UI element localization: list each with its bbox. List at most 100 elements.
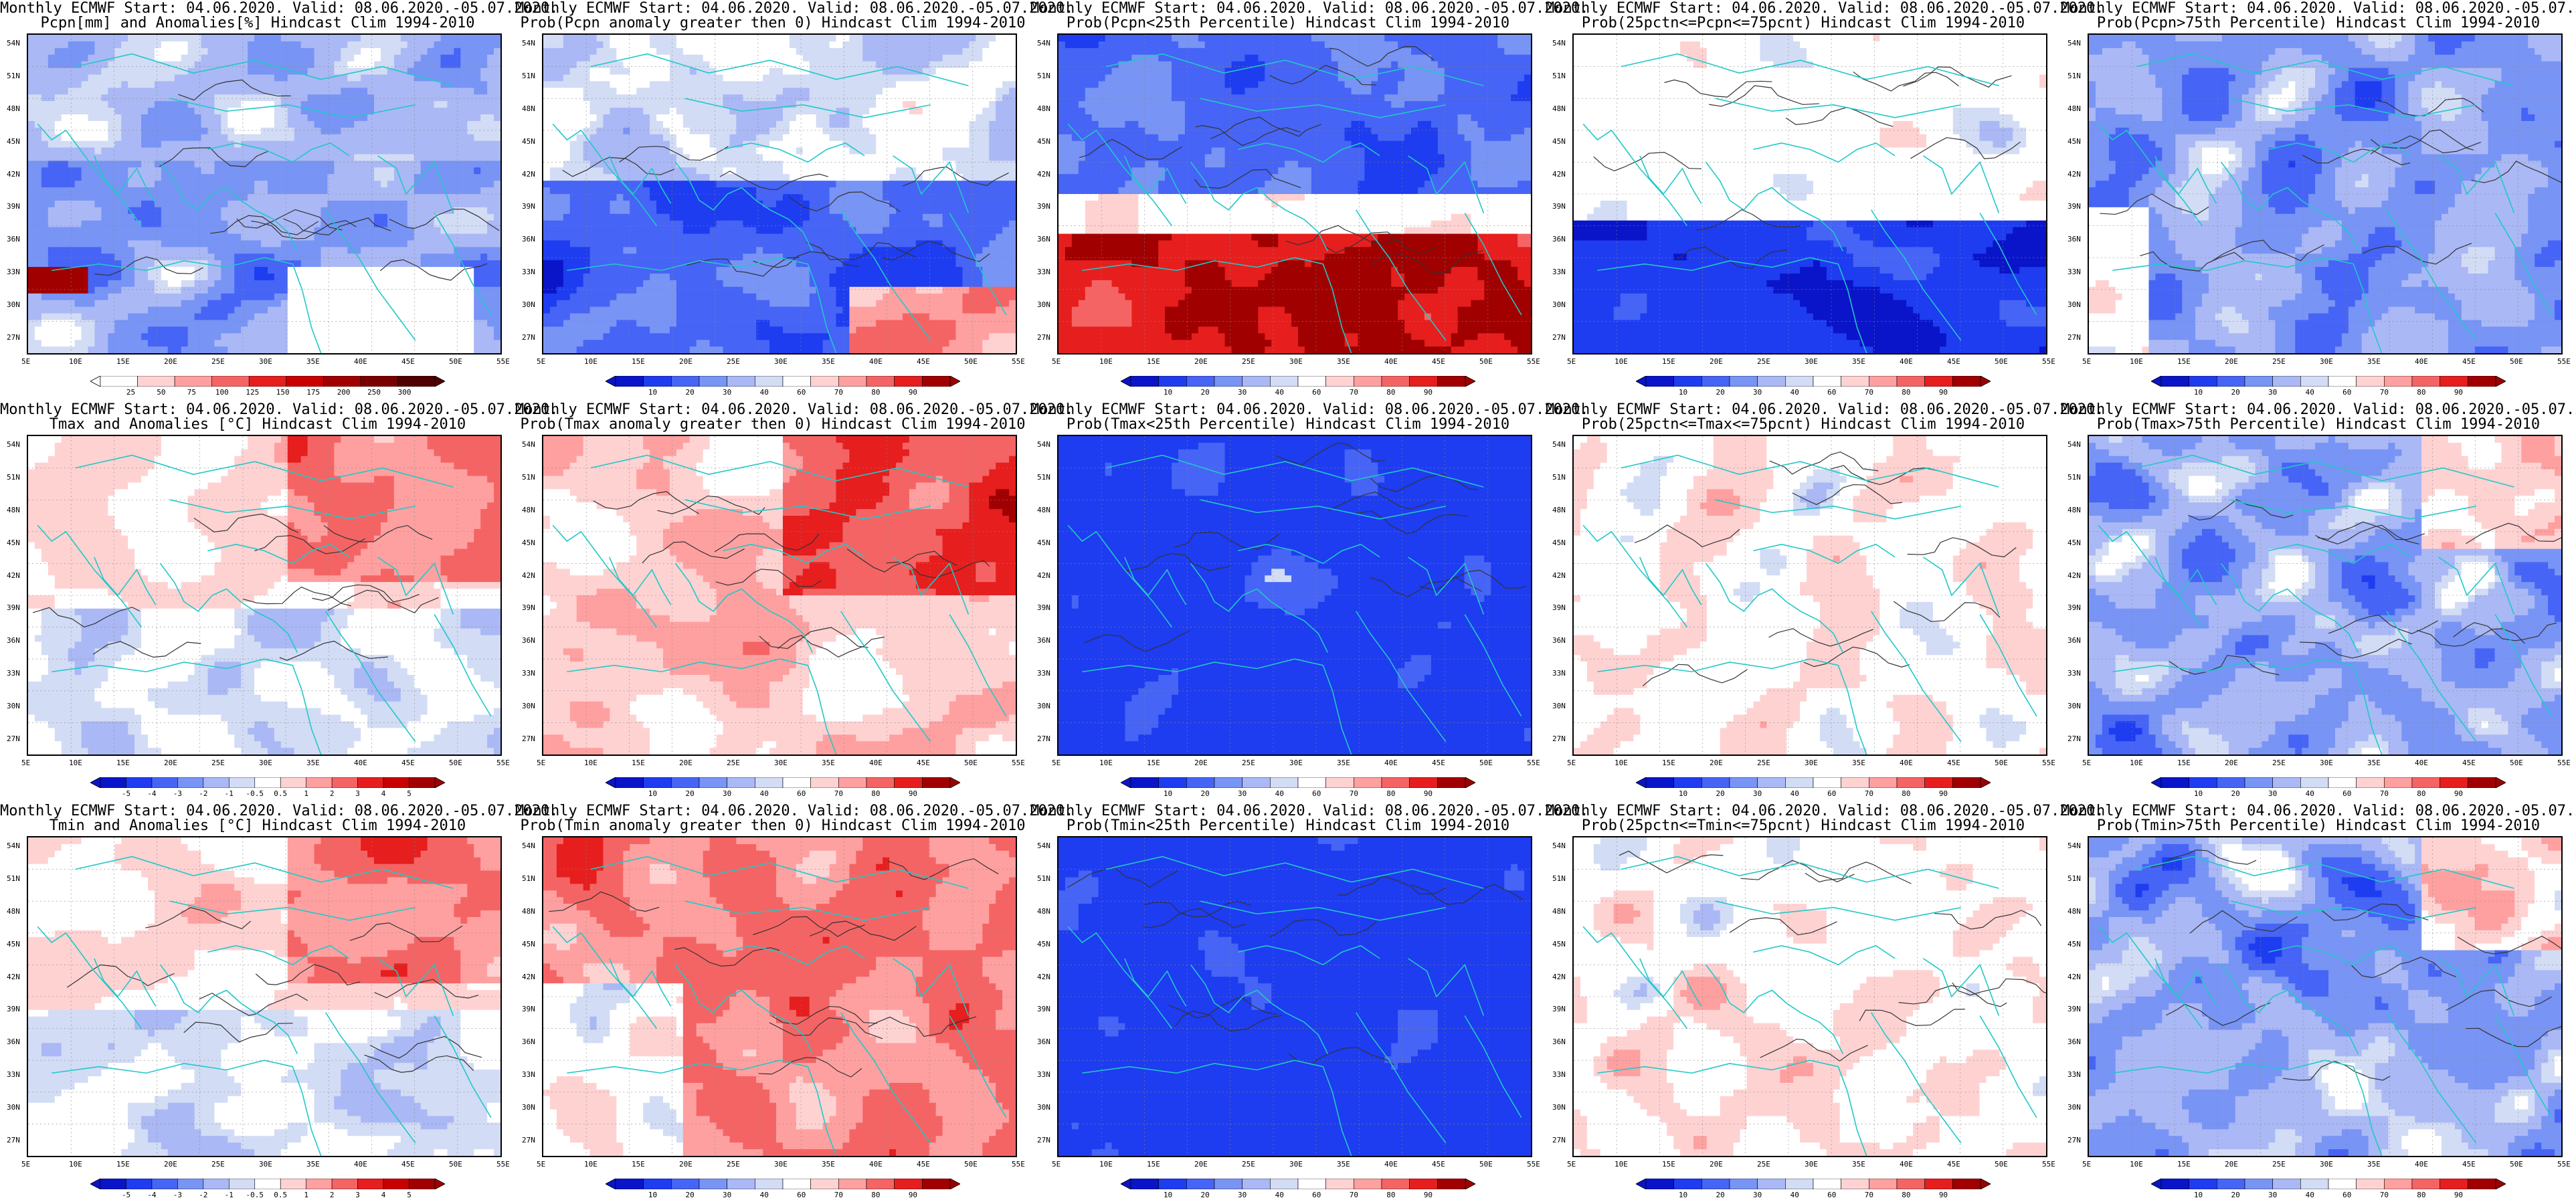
longitude-label: 15E xyxy=(632,1160,645,1169)
longitude-label: 10E xyxy=(1615,759,1628,767)
longitude-label: 50E xyxy=(1479,1160,1493,1169)
latitude-label: 48N xyxy=(1552,104,1566,113)
latitude-label: 48N xyxy=(522,506,535,514)
panel-title-line1: Monthly ECMWF Start: 04.06.2020. Valid: … xyxy=(1030,1,1588,16)
longitude-label: 5E xyxy=(1567,1160,1576,1169)
colorbar-label: 40 xyxy=(1275,789,1284,798)
longitude-label: 15E xyxy=(1662,357,1675,366)
latitude-label: 42N xyxy=(1037,571,1050,580)
longitude-label: 5E xyxy=(21,357,30,366)
longitude-label: 20E xyxy=(164,1160,177,1169)
colorbar-label: 60 xyxy=(797,1191,806,1199)
map-field xyxy=(543,837,1016,1156)
colorbar-label: 60 xyxy=(2342,1191,2351,1199)
latitude-label: 30N xyxy=(2067,702,2081,710)
longitude-label: 55E xyxy=(2042,357,2055,366)
longitude-label: 25E xyxy=(1242,1160,1255,1169)
colorbar-label: -2 xyxy=(199,789,207,798)
longitude-label: 50E xyxy=(2510,759,2523,767)
map-field xyxy=(1574,35,2046,353)
colorbar-label: 20 xyxy=(1200,1191,1209,1199)
longitude-label: 50E xyxy=(964,357,978,366)
colorbar-label: -1 xyxy=(225,1191,234,1199)
forecast-map xyxy=(1572,33,2047,355)
colorbar-label: 10 xyxy=(648,388,657,397)
colorbar xyxy=(1121,1179,1475,1189)
latitude-label: 39N xyxy=(522,1005,535,1013)
colorbar-label: 10 xyxy=(2194,388,2203,397)
colorbar-label: 70 xyxy=(834,1191,843,1199)
map-field xyxy=(2089,436,2561,755)
latitude-label: 33N xyxy=(7,268,20,276)
longitude-label: 45E xyxy=(917,1160,930,1169)
colorbar-label: 100 xyxy=(215,388,229,397)
latitude-label: 51N xyxy=(522,473,535,482)
longitude-label: 15E xyxy=(2177,357,2191,366)
map-panel: Monthly ECMWF Start: 04.06.2020. Valid: … xyxy=(2061,401,2576,803)
map-panel: Monthly ECMWF Start: 04.06.2020. Valid: … xyxy=(1030,803,1588,1204)
longitude-label: 15E xyxy=(632,357,645,366)
latitude-label: 45N xyxy=(1552,940,1566,948)
map-field xyxy=(543,436,1016,755)
colorbar xyxy=(90,1179,445,1189)
longitude-label: 5E xyxy=(21,1160,30,1169)
longitude-label: 50E xyxy=(2510,357,2523,366)
longitude-label: 15E xyxy=(116,1160,130,1169)
longitude-label: 50E xyxy=(1995,1160,2008,1169)
map-panel: Monthly ECMWF Start: 04.06.2020. Valid: … xyxy=(1546,401,2104,803)
longitude-label: 10E xyxy=(1615,357,1628,366)
panel-title-line2: Prob(25pctn<=Tmin<=75pcnt) Hindcast Clim… xyxy=(1546,819,2061,833)
forecast-map xyxy=(1057,435,1532,756)
longitude-label: 40E xyxy=(1384,357,1398,366)
latitude-label: 39N xyxy=(1037,1005,1050,1013)
latitude-label: 48N xyxy=(522,104,535,113)
longitude-label: 5E xyxy=(1052,759,1061,767)
colorbar-label: 30 xyxy=(1753,388,1762,397)
colorbar xyxy=(606,777,960,788)
longitude-label: 15E xyxy=(632,759,645,767)
colorbar-label: 10 xyxy=(1164,388,1172,397)
longitude-label: 45E xyxy=(1432,357,1445,366)
colorbar-label: 1 xyxy=(304,1191,308,1199)
colorbar-label: 40 xyxy=(760,789,769,798)
map-panel: Monthly ECMWF Start: 04.06.2020. Valid: … xyxy=(1030,0,1588,401)
latitude-label: 42N xyxy=(1552,973,1566,981)
colorbar-label: 70 xyxy=(2380,789,2389,798)
colorbar-label: 80 xyxy=(1902,1191,1910,1199)
latitude-label: 42N xyxy=(522,571,535,580)
map-panel: Monthly ECMWF Start: 04.06.2020. Valid: … xyxy=(0,401,558,803)
longitude-label: 30E xyxy=(2320,759,2333,767)
longitude-label: 30E xyxy=(2320,1160,2333,1169)
latitude-label: 30N xyxy=(1037,702,1050,710)
longitude-label: 5E xyxy=(537,357,545,366)
latitude-label: 33N xyxy=(1037,1070,1050,1079)
longitude-label: 30E xyxy=(259,357,272,366)
colorbar-label: 125 xyxy=(246,388,259,397)
colorbar-label: 2 xyxy=(330,1191,335,1199)
colorbar-label: 10 xyxy=(1679,388,1687,397)
longitude-label: 25E xyxy=(1242,357,1255,366)
forecast-map xyxy=(542,435,1017,756)
latitude-label: 39N xyxy=(1552,603,1566,612)
longitude-label: 55E xyxy=(2042,759,2055,767)
colorbar-label: 75 xyxy=(187,388,196,397)
longitude-label: 50E xyxy=(964,1160,978,1169)
longitude-label: 30E xyxy=(1289,1160,1303,1169)
longitude-label: 40E xyxy=(2415,1160,2428,1169)
latitude-label: 54N xyxy=(1037,841,1050,850)
latitude-label: 30N xyxy=(1037,1103,1050,1112)
longitude-label: 45E xyxy=(2462,759,2476,767)
latitude-label: 36N xyxy=(522,636,535,645)
colorbar-label: 60 xyxy=(1827,1191,1836,1199)
latitude-label: 54N xyxy=(2067,39,2081,47)
latitude-label: 36N xyxy=(1037,235,1050,243)
colorbar-label: 80 xyxy=(1902,789,1910,798)
latitude-label: 39N xyxy=(1552,1005,1566,1013)
latitude-label: 30N xyxy=(1037,300,1050,309)
latitude-label: 48N xyxy=(1037,104,1050,113)
colorbar-label: 60 xyxy=(797,789,806,798)
colorbar-label: 200 xyxy=(337,388,351,397)
longitude-label: 35E xyxy=(1852,357,1865,366)
colorbar-label: 80 xyxy=(2417,789,2425,798)
colorbar-label: 80 xyxy=(871,1191,880,1199)
